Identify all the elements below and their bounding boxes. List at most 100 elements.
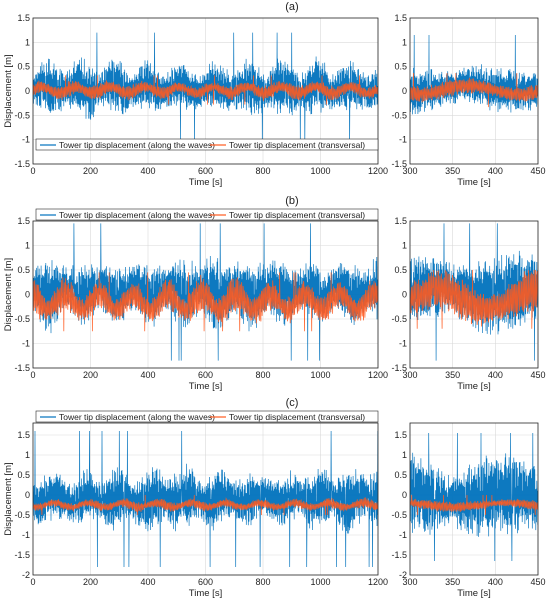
series-line-transversal [410,494,538,516]
y-tick-label: -1.5 [14,550,30,560]
x-tick-label: 450 [530,370,545,380]
x-tick-label: 600 [198,166,213,176]
x-tick-label: 350 [445,166,460,176]
x-tick-label: 1200 [368,166,388,176]
x-tick-label: 0 [30,577,35,587]
chart-panel-4: 0 200 400 600 800 1000 1200 -2 -1.5 -1 -0.5 0 0.5 1 1.… [3,410,388,598]
x-tick-label: 200 [83,166,98,176]
x-tick-label: 350 [445,577,460,587]
x-tick-label: 400 [488,166,503,176]
y-tick-label: 1.5 [394,13,407,23]
x-tick-label: 300 [402,577,417,587]
y-tick-label: 0 [402,490,407,500]
legend: Tower tip displacement (along the waves)… [35,208,379,221]
x-tick-label: 1200 [368,370,388,380]
y-tick-label: 1 [25,37,30,47]
y-tick-label: -1.5 [14,363,30,373]
y-tick-label: 0 [25,490,30,500]
y-tick-label: -0.5 [14,314,30,324]
y-tick-label: 1.5 [394,216,407,226]
chart-panel-5: 300 350 400 450 -2 -1.5 -1 -0.5 0 0.5 1 1.5 Time [s] [391,422,546,598]
y-axis-label: Displacement [m] [3,462,14,535]
x-tick-label: 300 [402,166,417,176]
x-tick-label: 400 [140,166,155,176]
y-tick-label: 0.5 [17,265,30,275]
y-tick-label: 0 [402,290,407,300]
legend: Tower tip displacement (along the waves)… [35,410,379,423]
y-tick-label: -1.5 [14,159,30,169]
x-axis-label: Time [s] [189,381,222,392]
y-axis-label: Displacement [m] [3,54,14,127]
axes-frame [409,220,539,369]
y-axis-label: Displacement [m] [3,258,14,331]
y-tick-label: -2 [399,570,407,580]
legend-box [35,410,379,423]
y-tick-label: 1.5 [17,13,30,23]
y-tick-label: 0.5 [394,265,407,275]
y-tick-label: -1 [399,530,407,540]
series-line-transversal [33,272,378,332]
y-tick-label: 0 [25,290,30,300]
x-axis-label: Time [s] [457,588,490,598]
legend-box [35,138,379,151]
x-tick-label: 400 [488,577,503,587]
series-line-transversal [410,72,538,108]
x-tick-label: 1000 [310,166,330,176]
x-tick-label: 600 [198,577,213,587]
series-line-transversal [410,269,538,329]
x-tick-label: 350 [445,370,460,380]
panel-label: (a) [285,1,298,13]
legend-entry: Tower tip displacement (transversal) [229,412,365,422]
x-tick-label: 1000 [310,577,330,587]
axes-frame [32,422,379,576]
legend-entry: Tower tip displacement (along the waves) [59,140,215,150]
y-tick-label: 1 [25,450,30,460]
y-tick-label: 0 [25,86,30,96]
legend-box [35,208,379,221]
x-tick-label: 1200 [368,577,388,587]
series-line-along-waves [410,223,538,361]
panel-label: (c) [286,397,299,409]
chart-panel-3: 300 350 400 450 -1.5 -1 -0.5 0 0.5 1 1.5 Time [s] [391,216,545,392]
series-line-transversal [33,494,378,516]
x-tick-label: 400 [488,370,503,380]
x-axis-label: Time [s] [457,177,490,188]
legend-entry: Tower tip displacement (transversal) [229,140,365,150]
chart-panel-1: 300 350 400 450 -1.5 -1 -0.5 0 0.5 1 1.5 Time [s] [391,13,545,188]
legend-entry: Tower tip displacement (along the waves) [59,412,215,422]
x-axis-label: Time [s] [457,381,490,392]
chart-panel-0: 0 200 400 600 800 1000 1200 -1.5 -1 -0.5 0 0.5 1 1.5 T… [3,13,388,188]
chart-panel-2: 0 200 400 600 800 1000 1200 -1.5 -1 -0.5 0 0.5 1 1.5 T… [3,208,388,392]
y-tick-label: 1 [25,241,30,251]
y-tick-label: 0.5 [17,470,30,480]
y-tick-label: -0.5 [14,110,30,120]
axes-frame [32,220,379,369]
x-tick-label: 600 [198,370,213,380]
series-line-along-waves [410,432,538,562]
axes-frame [32,17,379,165]
x-tick-label: 400 [140,577,155,587]
y-tick-label: 0.5 [394,470,407,480]
y-tick-label: -2 [22,570,30,580]
panel-label: (b) [285,195,298,207]
y-tick-label: 1.5 [17,430,30,440]
x-tick-label: 450 [530,166,545,176]
x-tick-label: 800 [255,370,270,380]
y-tick-label: -1.5 [391,159,407,169]
legend-entry: Tower tip displacement (transversal) [229,210,365,220]
x-tick-label: 300 [402,370,417,380]
y-tick-label: -0.5 [391,510,407,520]
x-tick-label: 200 [83,370,98,380]
y-tick-label: 0.5 [17,62,30,72]
x-tick-label: 1000 [310,370,330,380]
y-tick-label: 1 [402,450,407,460]
y-tick-label: -1 [399,339,407,349]
y-tick-label: -1.5 [391,550,407,560]
y-tick-label: 0 [402,86,407,96]
axes-frame [409,17,539,165]
x-tick-label: 0 [30,166,35,176]
y-tick-label: -1 [399,135,407,145]
y-tick-label: 0.5 [394,62,407,72]
y-tick-label: 1.5 [17,216,30,226]
y-tick-label: -0.5 [391,110,407,120]
